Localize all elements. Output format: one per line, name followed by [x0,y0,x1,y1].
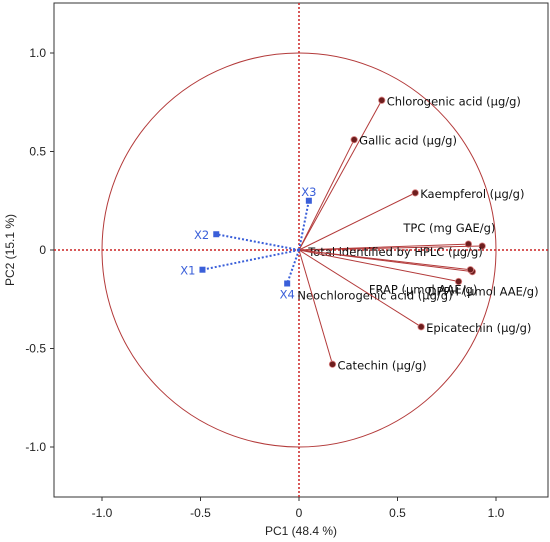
supplementary-variable-vector [286,249,300,284]
x-tick-label: -0.5 [190,506,211,520]
supplementary-variable-point [199,266,206,273]
active-variable-label: TPC (mg GAE/g) [402,221,495,235]
supplementary-variable-label: X4 [280,287,295,301]
active-variable-point [454,277,463,286]
active-variable-vector [298,249,333,365]
active-variable-vector [298,100,383,251]
active-variable-vector [298,249,422,328]
y-tick-label: 1.0 [29,46,46,60]
tick-layer: -1.0 -0.5 0 0.5 1.0 -1.0 -0.5 0 0.5 1.0 [25,46,504,520]
supplementary-variable-point [284,280,291,287]
active-variable-label: Neochlorogenic acid (μg/g) [297,289,452,303]
active-variable-point [378,96,386,104]
active-variable-point [478,242,486,250]
x-tick-label: 0 [296,506,303,520]
x-tick-label: 1.0 [488,506,505,520]
active-variable-point [417,323,425,331]
supplementary-variable-point [305,197,312,204]
y-tick-label: 0 [39,243,46,257]
supplementary-variable-label: X1 [180,264,195,278]
y-tick-label: 0.5 [29,145,46,159]
active-variable-point [466,266,474,274]
active-variable-point [464,240,473,248]
active-variable-vector [298,249,471,271]
active-variable-label: Gallic acid (μg/g) [359,134,457,148]
active-variable-label: Kaempferol (μg/g) [420,187,524,201]
active-variable-label: Catechin (μg/g) [337,358,426,372]
supplementary-variable-point [213,231,220,238]
supplementary-variable-vector [202,249,300,271]
active-variables-layer: Chlorogenic acid (μg/g) Gallic acid (μg/g… [297,94,538,372]
active-variable-vector [298,139,355,251]
active-variable-point [411,189,419,197]
y-axis-title: PC2 (15.1 %) [3,214,17,286]
x-axis-title: PC1 (48.4 %) [265,524,337,538]
supplementary-variable-label: X3 [301,185,316,199]
active-variable-point [350,136,358,144]
x-tick-label: -1.0 [92,506,113,520]
x-tick-label: 0.5 [389,506,406,520]
active-variable-vector [298,192,416,251]
y-tick-label: -1.0 [25,440,46,454]
active-variable-label: Chlorogenic acid (μg/g) [387,94,521,108]
active-variable-label: Epicatechin (μg/g) [426,321,531,335]
supplementary-variables-layer: X1 X2 X3 X4 [180,185,316,302]
supplementary-variable-label: X2 [194,228,209,242]
active-variable-point [328,360,337,368]
active-variable-label: DPPH (μmol AAE/g) [428,285,539,299]
active-variable-vector [298,249,459,283]
active-variable-label: FRAP (μmol AAE/g) [369,283,477,297]
y-tick-label: -0.5 [25,342,46,356]
active-variable-vector [298,245,483,251]
supplementary-variable-vector [216,233,300,251]
supplementary-variable-vector [298,200,310,251]
